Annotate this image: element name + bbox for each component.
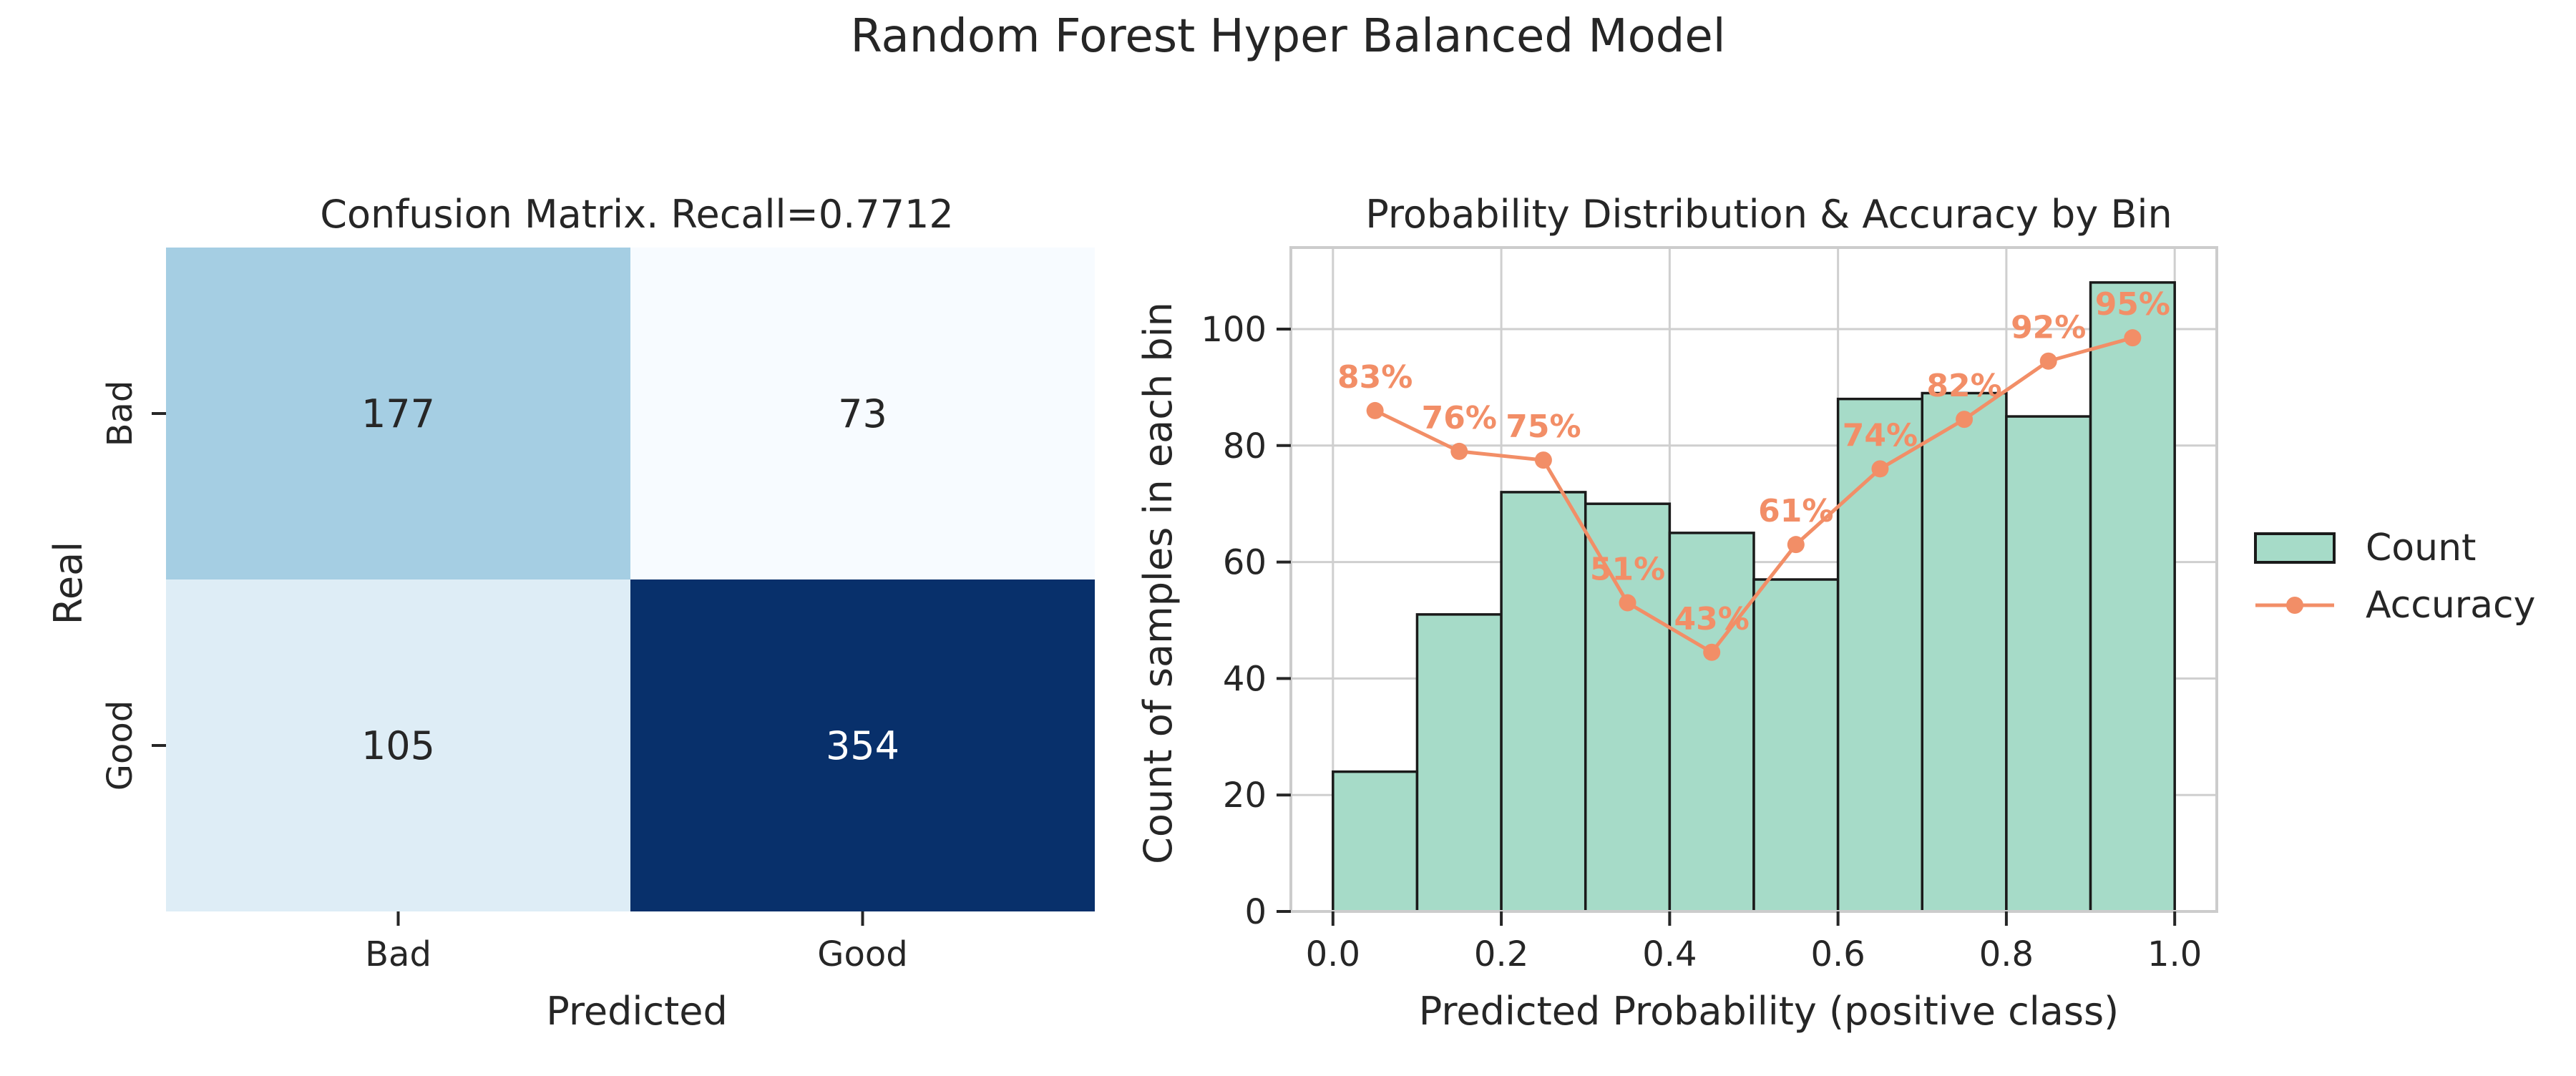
histogram-bar: [1668, 532, 1755, 913]
accuracy-point: [1787, 536, 1805, 554]
legend-accuracy-marker: [2286, 597, 2303, 614]
histogram-panel: Probability Distribution & Accuracy by B…: [1136, 192, 2218, 1034]
accuracy-data-label: 92%: [2011, 310, 2086, 346]
confusion-cell-value: 354: [826, 723, 899, 768]
histogram-bar: [2089, 281, 2176, 913]
accuracy-point: [1703, 643, 1721, 661]
confusion-matrix-ticks: Bad Good Bad Good: [100, 381, 908, 974]
accuracy-data-label: 76%: [1422, 400, 1497, 436]
histogram-y-axis-label: Count of samples in each bin: [1136, 302, 1181, 864]
confusion-cell-value: 73: [838, 391, 887, 436]
y-tick-label: 60: [1223, 543, 1267, 583]
x-tick-label: 0.2: [1474, 934, 1528, 974]
accuracy-data-label: 75%: [1506, 409, 1581, 445]
y-tick-label: Bad: [100, 381, 140, 447]
x-tick-label: 0.4: [1642, 934, 1697, 974]
confusion-cell-good-bad: [166, 579, 630, 911]
accuracy-point: [1871, 460, 1889, 478]
histogram-bar: [1752, 578, 1840, 913]
histogram-bar: [1332, 770, 1419, 913]
histogram-ticks: 0.0 0.2 0.4 0.6 0.8 1.0 0 20 40 60 80 100: [1201, 310, 2202, 974]
histogram-bar: [2005, 415, 2092, 913]
confusion-cell-value: 105: [361, 723, 435, 768]
accuracy-point: [1366, 401, 1384, 419]
accuracy-data-label: 82%: [1926, 368, 2001, 404]
y-tick-label: 80: [1223, 426, 1267, 466]
confusion-cell-good-good: [630, 579, 1095, 911]
x-tick-label: Good: [817, 934, 907, 974]
accuracy-point: [2039, 352, 2057, 370]
confusion-matrix-title: Confusion Matrix. Recall=0.7712: [320, 192, 953, 237]
confusion-cell-bad-good: [630, 248, 1095, 579]
accuracy-data-label: 61%: [1758, 493, 1833, 529]
accuracy-data-label: 95%: [2095, 286, 2170, 323]
confusion-matrix-cells: 177 73 105 354: [166, 248, 1095, 911]
confusion-cell-bad-bad: [166, 248, 630, 579]
accuracy-line: 83%76% 75% 51%43% 61% 74%82% 92%95%: [1337, 286, 2170, 661]
accuracy-line-path: [1374, 336, 2134, 655]
x-tick-label: Bad: [365, 934, 431, 974]
histogram-title: Probability Distribution & Accuracy by B…: [1365, 192, 2172, 237]
accuracy-data-label: 51%: [1590, 552, 1665, 588]
confusion-matrix-y-axis-label: Real: [46, 542, 91, 625]
accuracy-point: [2124, 329, 2142, 347]
histogram-x-axis-label: Predicted Probability (positive class): [1419, 989, 2119, 1034]
histogram-frame: [1289, 246, 2218, 913]
x-tick-label: 1.0: [2147, 934, 2202, 974]
legend-accuracy-label: Accuracy: [2366, 584, 2535, 627]
accuracy-point: [1956, 411, 1974, 429]
y-tick-label: 20: [1223, 776, 1267, 816]
histogram-bar: [1500, 491, 1587, 913]
accuracy-data-label: 83%: [1337, 359, 1413, 396]
confusion-cell-value: 177: [361, 391, 435, 436]
accuracy-data-label: 43%: [1674, 601, 1750, 637]
legend-count-swatch: [2254, 532, 2336, 564]
accuracy-data-label: 74%: [1843, 417, 1918, 454]
histogram-bar: [1921, 391, 2008, 913]
accuracy-point: [1450, 442, 1468, 460]
accuracy-point: [1619, 594, 1636, 612]
y-tick-label: 0: [1244, 892, 1267, 932]
figure-title: Random Forest Hyper Balanced Model: [850, 10, 1725, 63]
y-tick-label: 40: [1223, 659, 1267, 699]
histogram-spines: [1289, 246, 2218, 913]
legend: Count Accuracy: [2254, 527, 2535, 627]
y-tick-label: Good: [100, 700, 140, 791]
x-tick-label: 0.6: [1810, 934, 1865, 974]
confusion-matrix-x-axis-label: Predicted: [546, 989, 728, 1034]
y-tick-label: 100: [1201, 310, 1267, 350]
x-tick-label: 0.0: [1306, 934, 1360, 974]
legend-count-label: Count: [2366, 527, 2476, 569]
x-tick-label: 0.8: [1979, 934, 2034, 974]
accuracy-point: [1534, 451, 1552, 469]
confusion-matrix-panel: Confusion Matrix. Recall=0.7712 177 73 105…: [46, 192, 1095, 1034]
histogram-bar: [1415, 613, 1503, 913]
histogram-bar: [1584, 502, 1672, 913]
